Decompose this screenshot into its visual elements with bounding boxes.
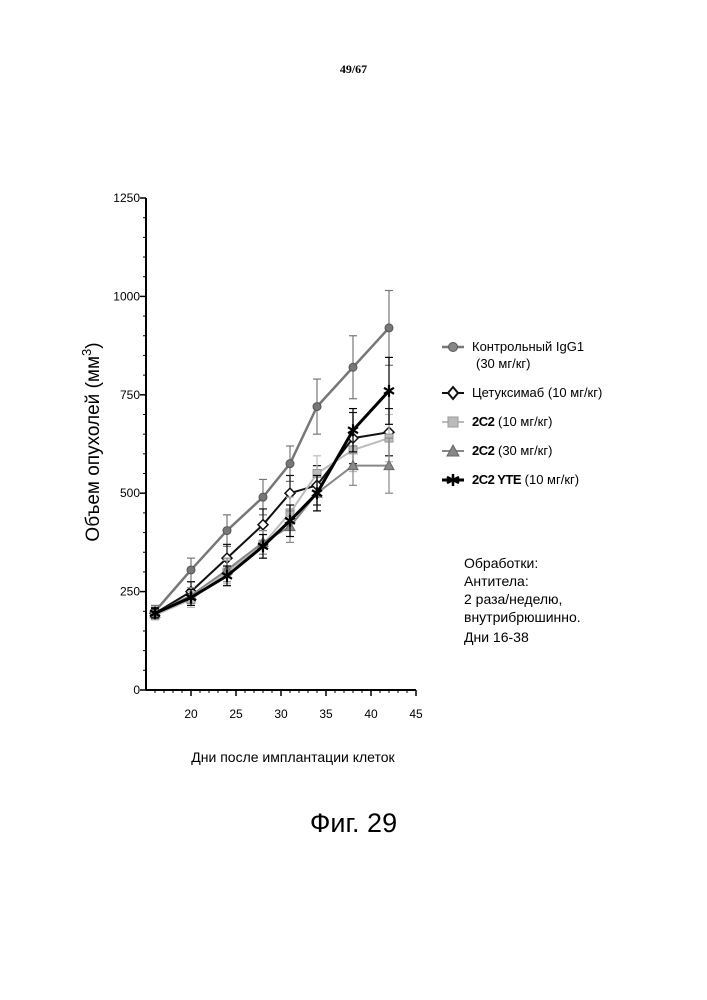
legend-marker-icon [442,443,464,457]
treatment-line: Антитела: [464,573,529,589]
data-point [222,526,232,536]
data-point [149,607,161,620]
data-point [347,459,359,471]
legend-marker-icon [442,474,464,486]
treatment-line: внутрибрюшинно. [464,609,581,625]
chart-labels: 0 250 500 750 1000 1250 20 25 30 35 40 45 Дни после … [79,191,423,765]
series-1 [148,407,396,620]
chart-series [148,289,396,621]
data-point [285,459,295,469]
legend-item-2c2-30: 2C2 (30 мг/кг) [440,442,700,459]
data-point [284,514,296,527]
legend-label: Цетуксимаб [472,385,545,400]
legend-sublabel: (10 мг/кг) [547,385,603,400]
legend-item-2c2-yte: 2C2 YTE (10 мг/кг) [440,471,700,488]
data-point [257,540,269,553]
legend-label: 2C2 [472,443,495,458]
page-number: 49/67 [339,62,368,76]
x-tick-label: 35 [319,707,333,721]
data-point [186,565,196,575]
legend-sublabel: (30 мг/кг) [497,443,553,458]
chart-axes [140,197,417,696]
data-point [384,323,394,333]
legend-sublabel: (10 мг/кг) [524,472,580,487]
x-tick-label: 25 [229,707,243,721]
treatment-note: Обработки: Антитела: 2 раза/неделю, внут… [464,554,581,646]
legend-item-cetuximab: Цетуксимаб (10 мг/кг) [440,384,700,401]
legend-item-2c2-10: 2C2 (10 мг/кг) [440,413,700,430]
data-point [256,518,270,531]
legend-item-control-igg1: Контрольный IgG1 (30 мг/кг) [440,338,700,372]
y-tick-label: 250 [120,585,140,599]
y-tick-label: 500 [120,486,140,500]
series-line [154,327,390,613]
series-line [154,431,390,615]
treatment-title: Обработки: [464,555,539,571]
data-point [383,384,395,397]
y-tick-label: 1250 [113,191,140,205]
x-tick-label: 45 [409,707,423,721]
x-tick-label: 40 [364,707,378,721]
data-point [312,402,322,412]
y-tick-label: 750 [120,388,140,402]
data-point [258,492,268,502]
x-axis-title: Дни после имплантации клеток [191,749,395,765]
y-tick-label: 0 [133,683,140,697]
x-tick-label: 30 [274,707,288,721]
series-4 [149,356,395,620]
legend-sublabel: (30 мг/кг) [476,356,531,371]
legend-marker-icon [442,342,464,352]
series-line [154,389,391,615]
chart-legend: Контрольный IgG1 (30 мг/кг) Цетуксимаб (… [440,338,700,500]
data-point [383,459,395,471]
data-point [221,569,233,582]
data-point [185,591,197,604]
treatment-line: 2 раза/неделю, [464,591,563,607]
figure-caption: Фиг. 29 [309,808,398,838]
y-tick-label: 1000 [113,289,140,303]
data-point [311,487,323,500]
treatment-days: Дни 16-38 [464,629,529,645]
legend-label: 2C2 [472,414,495,429]
y-axis-title: Объем опухолей (мм3) [79,342,104,541]
data-point [348,362,358,372]
legend-label: 2C2 YTE [472,472,522,487]
legend-sublabel: (10 мг/кг) [497,414,553,429]
data-point [347,424,359,437]
x-tick-label: 20 [184,707,198,721]
legend-marker-icon [442,385,464,401]
legend-label: Контрольный IgG1 [472,339,585,354]
legend-marker-icon [442,416,464,428]
